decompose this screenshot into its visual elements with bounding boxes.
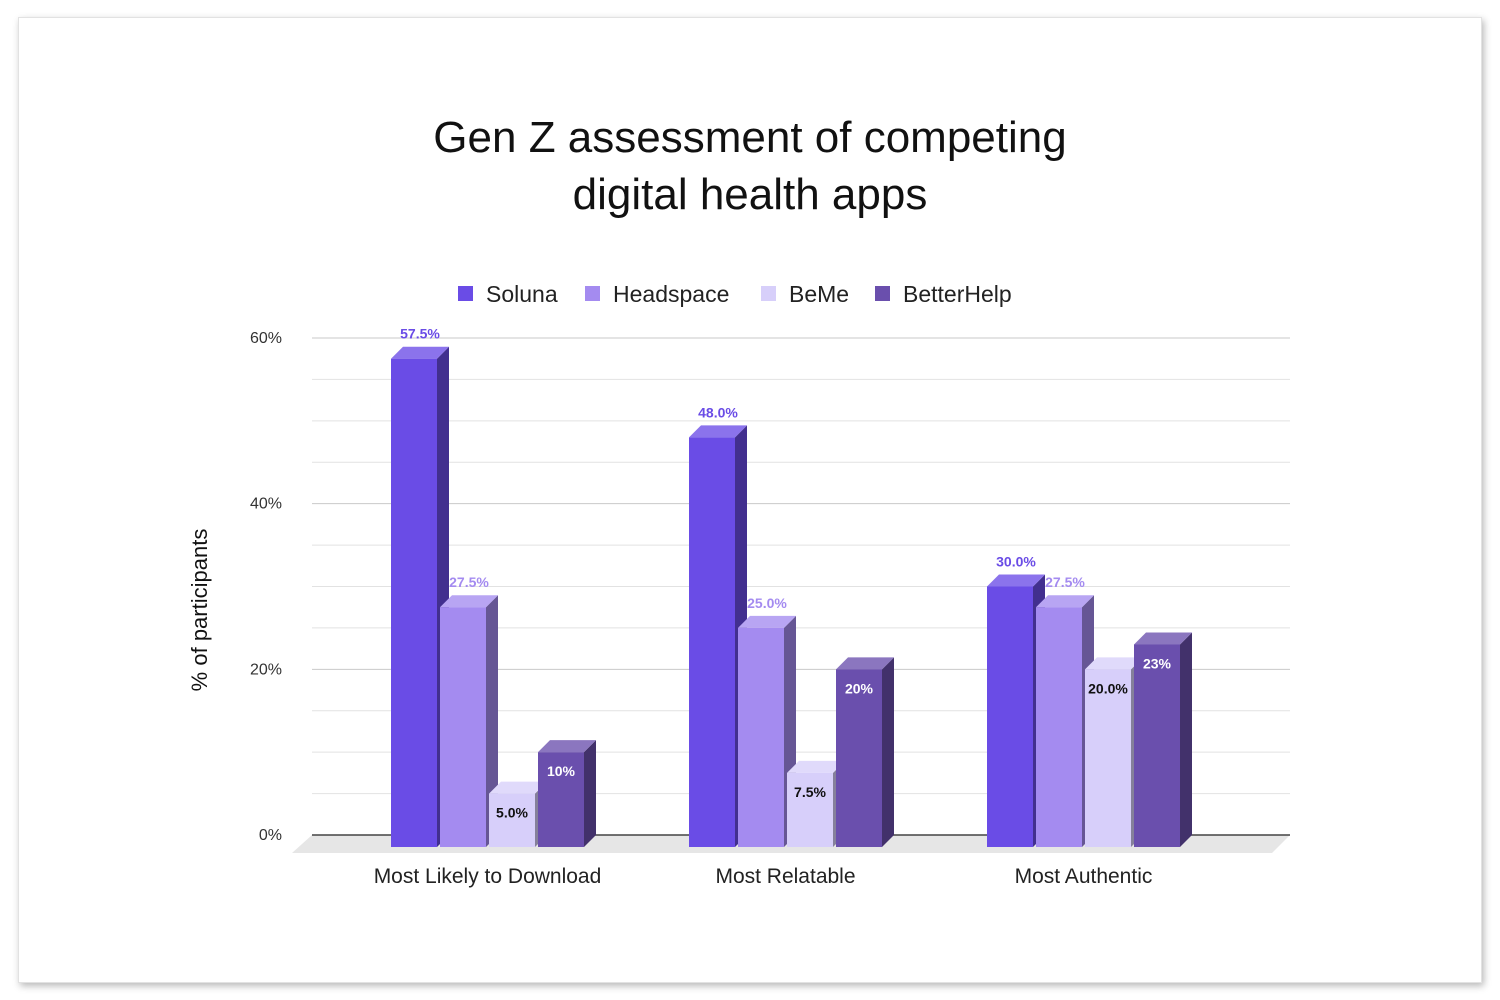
bar-top-face xyxy=(1036,595,1094,608)
bar-side-face xyxy=(584,740,596,847)
data-label: 7.5% xyxy=(794,784,826,800)
legend-swatch-beme xyxy=(761,286,776,301)
bar-top-face xyxy=(1134,632,1192,645)
bar-top-face xyxy=(987,574,1045,587)
y-axis-label: % of participants xyxy=(187,529,212,692)
x-axis-categories: Most Likely to Download Most Relatable Mos… xyxy=(374,865,1153,888)
data-label: 10% xyxy=(547,763,576,779)
y-tick-label: 40% xyxy=(250,496,282,513)
bar-betterhelp-0 xyxy=(538,740,596,847)
bar-top-face xyxy=(836,657,894,670)
legend: Soluna Headspace BeMe BetterHelp xyxy=(458,281,1012,307)
bar-top-face xyxy=(440,595,498,608)
bar-top-face xyxy=(1085,657,1143,670)
bar-front-face xyxy=(489,793,535,847)
bar-side-face xyxy=(882,657,894,847)
data-label: 25.0% xyxy=(747,595,787,611)
bar-betterhelp-1 xyxy=(836,657,894,847)
data-labels: 57.5% 27.5% 5.0% 10% 48.0% 25.0% 7.5% 20% 30.0% 2… xyxy=(400,326,1171,821)
bar-front-face xyxy=(1134,644,1180,847)
bar-front-face xyxy=(787,772,833,847)
bar-top-face xyxy=(391,346,449,359)
bar-front-face xyxy=(1036,607,1082,847)
data-label: 27.5% xyxy=(1045,574,1085,590)
y-tick-label: 0% xyxy=(259,827,282,844)
data-label: 5.0% xyxy=(496,805,528,821)
legend-swatch-headspace xyxy=(585,286,600,301)
bar-front-face xyxy=(689,437,735,847)
bars xyxy=(391,346,1192,847)
bar-side-face xyxy=(1180,632,1192,847)
bar-front-face xyxy=(738,627,784,847)
data-label: 20% xyxy=(845,680,874,696)
bar-front-face xyxy=(391,358,437,847)
y-axis-ticks: 0% 20% 40% 60% xyxy=(250,330,282,844)
legend-swatch-soluna xyxy=(458,286,473,301)
bar-front-face xyxy=(440,607,486,847)
data-label: 48.0% xyxy=(698,404,738,420)
chart-title-line-2: digital health apps xyxy=(573,170,928,219)
bar-betterhelp-2 xyxy=(1134,632,1192,847)
x-category-label: Most Relatable xyxy=(715,865,855,888)
chart-title-line-1: Gen Z assessment of competing xyxy=(433,113,1066,162)
bar-top-face xyxy=(787,760,845,773)
data-label: 30.0% xyxy=(996,554,1036,570)
bar-top-face xyxy=(738,615,796,628)
chart-title: Gen Z assessment of competing digital he… xyxy=(433,113,1066,219)
legend-label-soluna: Soluna xyxy=(486,281,558,307)
legend-label-headspace: Headspace xyxy=(613,281,729,307)
bar-front-face xyxy=(538,752,584,847)
bar-front-face xyxy=(1085,669,1131,847)
bar-front-face xyxy=(987,586,1033,847)
bar-side-face xyxy=(486,595,498,847)
legend-label-beme: BeMe xyxy=(789,281,849,307)
y-tick-label: 20% xyxy=(250,661,282,678)
data-label: 27.5% xyxy=(449,574,489,590)
data-label: 57.5% xyxy=(400,326,440,342)
data-label: 23% xyxy=(1143,655,1172,671)
bar-front-face xyxy=(836,669,882,847)
legend-swatch-betterhelp xyxy=(875,286,890,301)
y-tick-label: 60% xyxy=(250,330,282,347)
bar-top-face xyxy=(538,740,596,753)
bar-headspace-0 xyxy=(440,595,498,847)
data-label: 20.0% xyxy=(1088,680,1128,696)
legend-label-betterhelp: BetterHelp xyxy=(903,281,1012,307)
x-category-label: Most Likely to Download xyxy=(374,865,602,888)
bar-top-face xyxy=(689,425,747,438)
x-category-label: Most Authentic xyxy=(1015,865,1153,888)
bar-top-face xyxy=(489,781,547,794)
